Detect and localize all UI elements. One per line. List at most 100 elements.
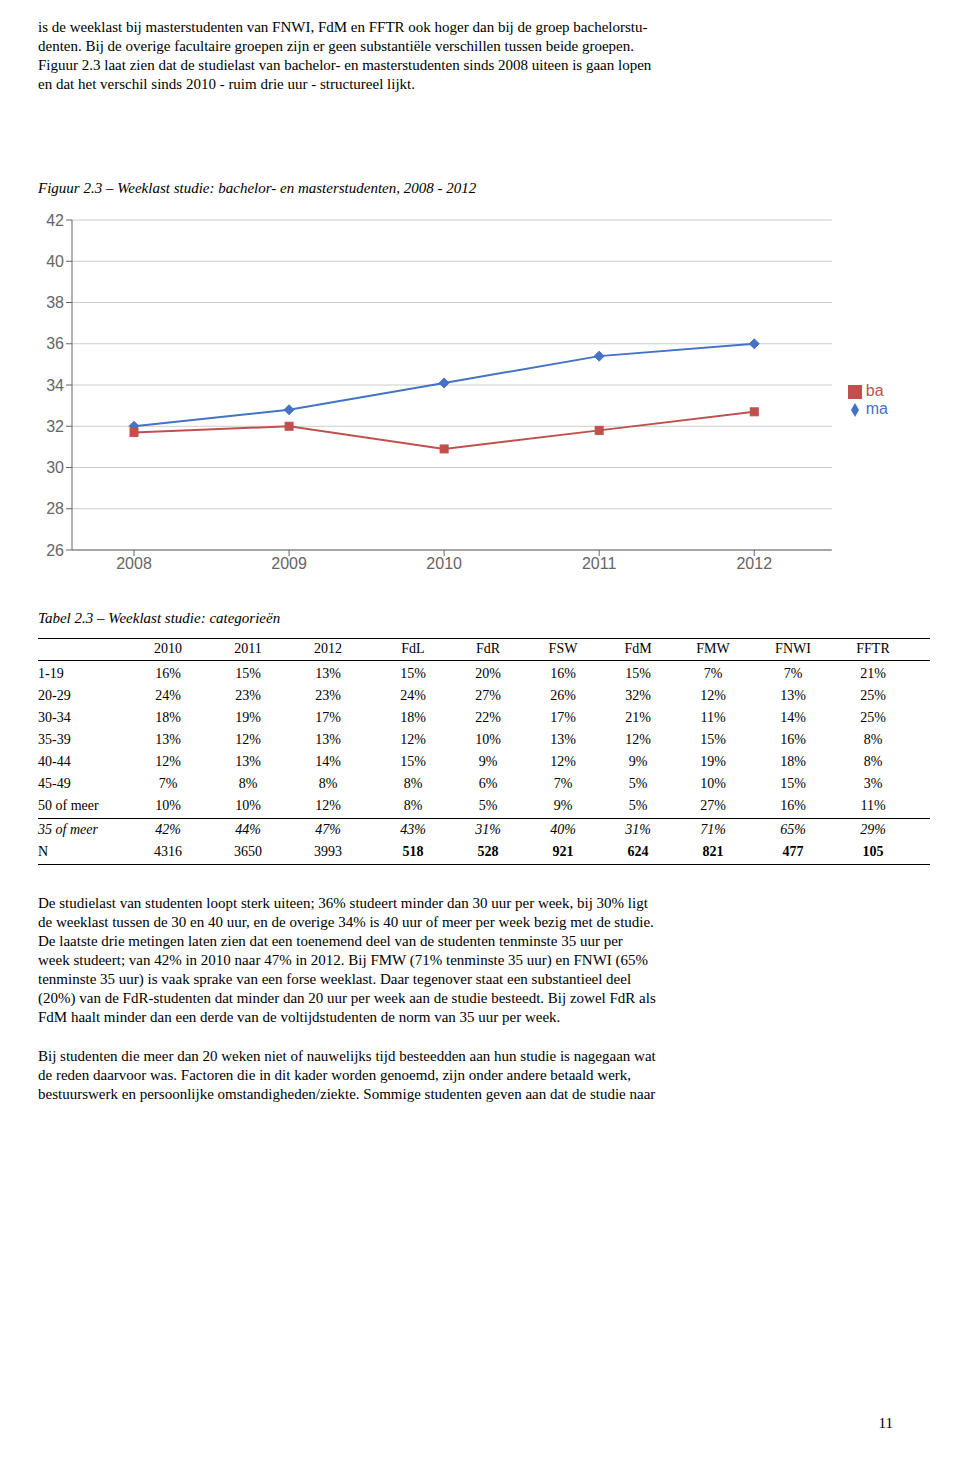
html-text:8%: 8% [863, 754, 883, 769]
html-text:14%: 14% [315, 754, 341, 769]
html-text:15%: 15% [700, 732, 726, 747]
svg-text:2008: 2008 [116, 555, 152, 572]
html-text:Figuur 2.3 laat zien dat de st: Figuur 2.3 laat zien dat de studielast v… [38, 57, 652, 73]
html-text:21%: 21% [625, 710, 651, 725]
html-text:23%: 23% [315, 688, 341, 703]
html-text:13%: 13% [315, 666, 341, 681]
html-text:2010: 2010 [154, 641, 182, 656]
html-text:17%: 17% [315, 710, 341, 725]
svg-text:30: 30 [46, 459, 64, 476]
html-text:de weeklast tussen de 30 en 40: de weeklast tussen de 30 en 40 uur, en d… [38, 914, 654, 930]
html-text:1-19: 1-19 [38, 666, 64, 681]
html-text:20%: 20% [475, 666, 501, 681]
svg-text:2012: 2012 [736, 555, 772, 572]
html-text:15%: 15% [400, 754, 426, 769]
html-text:19%: 19% [700, 754, 726, 769]
html-text:is de weeklast bij masterstude: is de weeklast bij masterstudenten van F… [38, 19, 648, 35]
html-text:13%: 13% [155, 732, 181, 747]
html-text:24%: 24% [155, 688, 181, 703]
svg-text:2010: 2010 [426, 555, 462, 572]
html-text:25%: 25% [860, 688, 886, 703]
html-text:FdM: FdM [624, 641, 652, 656]
html-text:en dat het verschil sinds 2010: en dat het verschil sinds 2010 - ruim dr… [38, 76, 415, 92]
svg-text:32: 32 [46, 418, 64, 435]
html-text:15%: 15% [400, 666, 426, 681]
html-text:19%: 19% [235, 710, 261, 725]
svg-text:28: 28 [46, 500, 64, 517]
html-text:13%: 13% [235, 754, 261, 769]
svg-text:40: 40 [46, 253, 64, 270]
html-text:27%: 27% [475, 688, 501, 703]
html-text:40-44: 40-44 [38, 754, 71, 769]
html-text:12%: 12% [235, 732, 261, 747]
html-text:8%: 8% [238, 776, 258, 791]
html-text:FFTR: FFTR [856, 641, 890, 656]
svg-text:42: 42 [46, 212, 64, 229]
html-text:30-34: 30-34 [38, 710, 71, 725]
html-text:bestuurswerk en persoonlijke o: bestuurswerk en persoonlijke omstandighe… [38, 1086, 656, 1102]
html-text:12%: 12% [625, 732, 651, 747]
html-text:8%: 8% [863, 732, 883, 747]
svg-text:2011: 2011 [582, 555, 617, 572]
html-text:9%: 9% [628, 754, 648, 769]
html-text:12%: 12% [700, 688, 726, 703]
html-text:ba: ba [865, 382, 884, 399]
html-text:De laatste drie metingen laten: De laatste drie metingen laten zien dat … [38, 933, 623, 949]
html-text:7%: 7% [703, 666, 723, 681]
html-text:23%: 23% [235, 688, 261, 703]
html-text:22%: 22% [475, 710, 501, 725]
html-text:35-39: 35-39 [38, 732, 71, 747]
html-text:32%: 32% [625, 688, 651, 703]
svg-text:38: 38 [46, 294, 64, 311]
svg-text:36: 36 [46, 335, 64, 352]
html-text:12%: 12% [550, 754, 576, 769]
html-text:10%: 10% [475, 732, 501, 747]
html-text:13%: 13% [550, 732, 576, 747]
html-text:13%: 13% [780, 688, 806, 703]
html-text:FSW: FSW [548, 641, 578, 656]
html-text:7%: 7% [158, 776, 178, 791]
html-text:Bij studenten die meer dan 20: Bij studenten die meer dan 20 weken niet… [38, 1048, 656, 1064]
html-text:11%: 11% [700, 710, 726, 725]
html-text:18%: 18% [155, 710, 181, 725]
html-text:2012: 2012 [314, 641, 342, 656]
html-text:15%: 15% [625, 666, 651, 681]
html-text:FdM haalt minder dan een derde: FdM haalt minder dan een derde van de vo… [38, 1009, 561, 1025]
html-text:12%: 12% [155, 754, 181, 769]
html-text:FdR: FdR [475, 641, 501, 656]
html-text:12%: 12% [400, 732, 426, 747]
html-text:(20%) van de FdR-studenten dat: (20%) van de FdR-studenten dat minder da… [38, 990, 656, 1006]
html-text:FNWI: FNWI [775, 641, 811, 656]
html-text:tenminste 35 uur) is vaak spra: tenminste 35 uur) is vaak sprake van een… [38, 971, 632, 987]
html-text:16%: 16% [780, 732, 806, 747]
html-text:16%: 16% [550, 666, 576, 681]
html-text:21%: 21% [860, 666, 886, 681]
html-text:13%: 13% [315, 732, 341, 747]
html-text:45-49: 45-49 [38, 776, 71, 791]
html-text:26%: 26% [550, 688, 576, 703]
svg-text:26: 26 [46, 542, 64, 559]
html-text:De studielast van studenten lo: De studielast van studenten loopt sterk … [38, 895, 648, 911]
html-text:FdL: FdL [401, 641, 425, 656]
html-text:de reden daarvoor was. Factore: de reden daarvoor was. Factoren die in d… [38, 1067, 632, 1083]
html-text:9%: 9% [478, 754, 498, 769]
html-text:week studeert; van 42% in 2010: week studeert; van 42% in 2010 naar 47% … [38, 952, 648, 968]
html-text:24%: 24% [400, 688, 426, 703]
html-text:14%: 14% [780, 710, 806, 725]
html-text:18%: 18% [780, 754, 806, 769]
html-text:Figuur 2.3 – Weeklast studie:: Figuur 2.3 – Weeklast studie: bachelor- … [38, 180, 477, 196]
html-text:2011: 2011 [234, 641, 262, 656]
html-text:FMW: FMW [696, 641, 730, 656]
html-text:15%: 15% [235, 666, 261, 681]
html-text:16%: 16% [155, 666, 181, 681]
html-text:denten. Bij de overige faculta: denten. Bij de overige facultaire groepe… [38, 38, 634, 54]
html-text:7%: 7% [783, 666, 803, 681]
html-text:Tabel 2.3 – Weeklast studie: c: Tabel 2.3 – Weeklast studie: categorieën [38, 610, 281, 626]
html-text:20-29: 20-29 [38, 688, 71, 703]
html-text:25%: 25% [860, 710, 886, 725]
html-text:18%: 18% [400, 710, 426, 725]
svg-text:34: 34 [46, 377, 64, 394]
svg-text:2009: 2009 [271, 555, 307, 572]
html-text:17%: 17% [550, 710, 576, 725]
html-text:ma: ma [865, 400, 888, 417]
